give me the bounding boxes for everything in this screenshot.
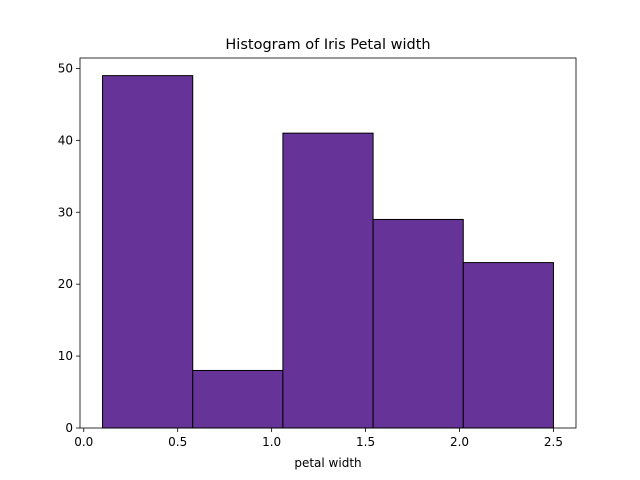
histogram-bar-0	[102, 75, 194, 429]
y-tick-label: 40	[58, 133, 73, 147]
x-axis-ticks: 0.0 0.5 1.0 1.5 2.0 2.5	[74, 428, 563, 449]
x-tick-label: 1.5	[356, 435, 375, 449]
x-tick-label: 1.0	[262, 435, 281, 449]
x-axis-label: petal width	[294, 456, 361, 470]
histogram-bar-3	[372, 218, 464, 429]
plot-frame	[79, 57, 577, 429]
histogram-bar-2	[282, 132, 374, 429]
y-tick-label: 0	[65, 421, 73, 435]
y-tick-label: 30	[58, 205, 73, 219]
x-tick-label: 2.5	[544, 435, 563, 449]
y-tick-label: 20	[58, 277, 73, 291]
histogram-bar-1	[192, 369, 284, 429]
x-tick-label: 2.0	[450, 435, 469, 449]
y-axis-ticks: 0 10 20 30 40 50	[58, 61, 80, 435]
chart-title: Histogram of Iris Petal width	[225, 37, 430, 53]
x-tick-label: 0.5	[168, 435, 187, 449]
x-tick-label: 0.0	[74, 435, 93, 449]
y-tick-label: 10	[58, 349, 73, 363]
y-tick-label: 50	[58, 61, 73, 75]
histogram-bar-4	[462, 262, 554, 429]
bars-group	[102, 75, 554, 429]
